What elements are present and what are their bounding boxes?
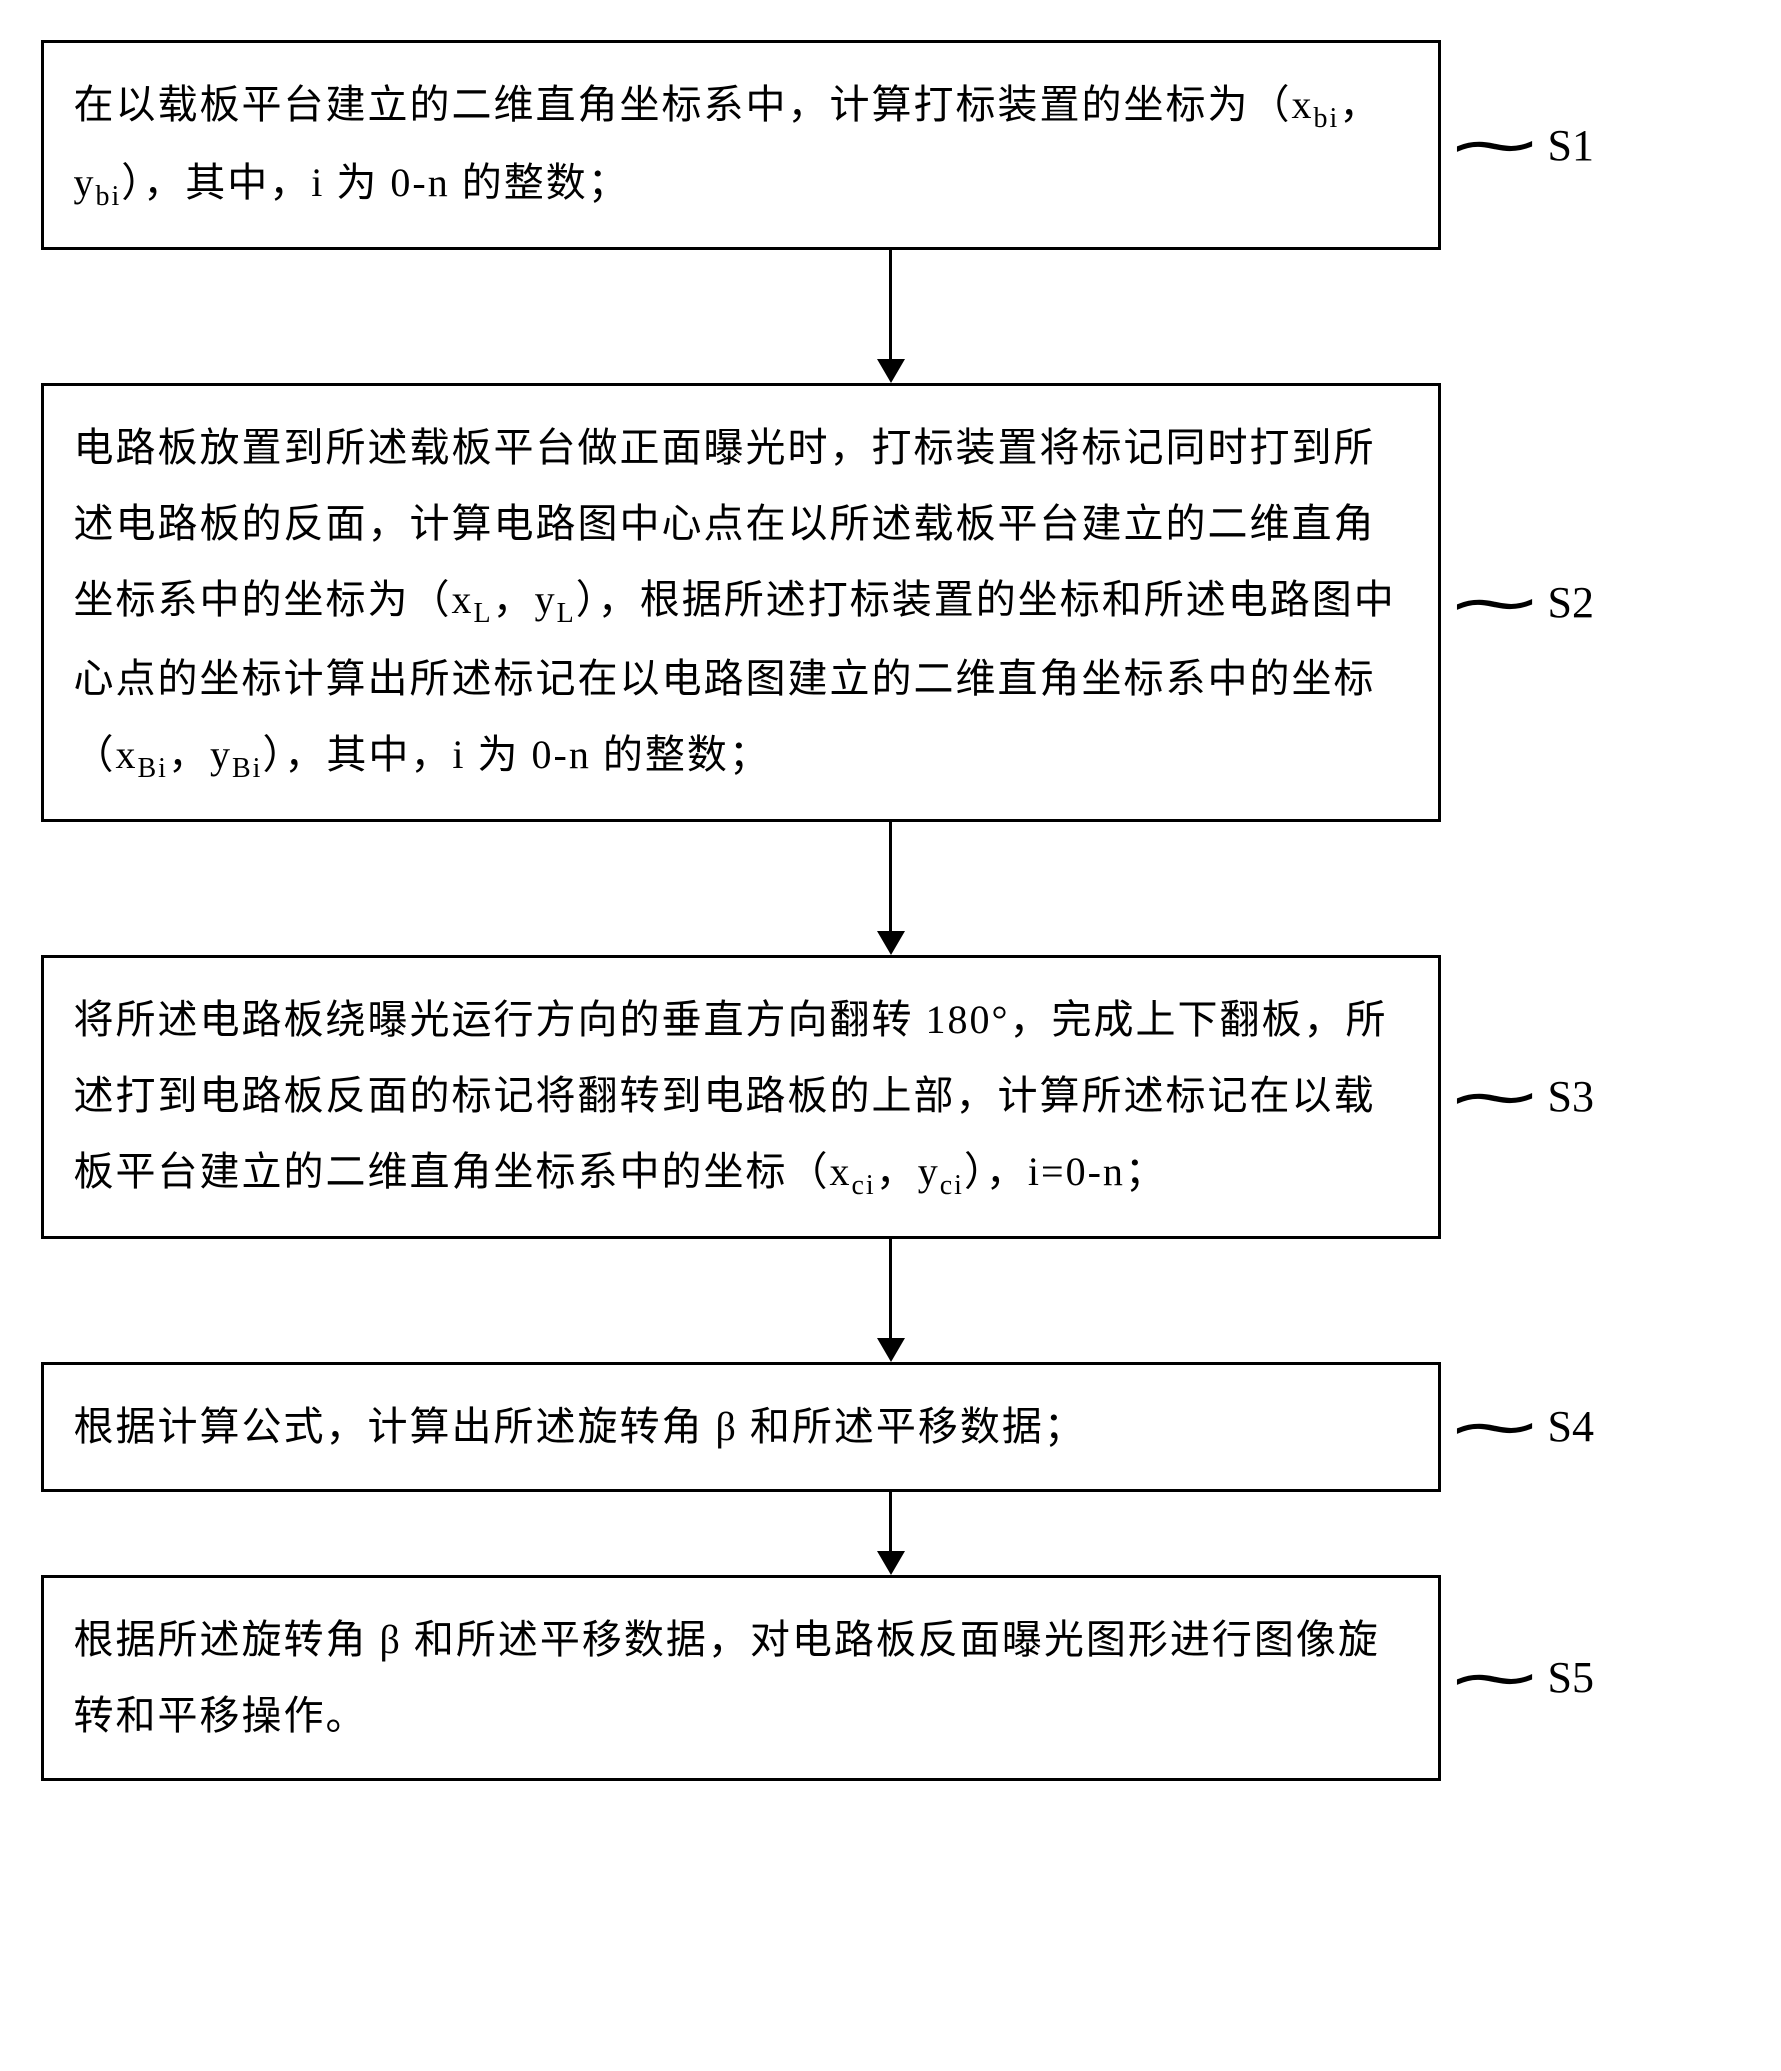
connector-tilde: ∼	[1444, 1646, 1545, 1710]
step-id-s4: S4	[1548, 1401, 1594, 1452]
flowchart-container: 在以载板平台建立的二维直角坐标系中，计算打标装置的坐标为（xbi，ybi），其中…	[41, 40, 1741, 1781]
step-id-s2: S2	[1548, 577, 1594, 628]
step-row: 根据所述旋转角 β 和所述平移数据，对电路板反面曝光图形进行图像旋转和平移操作。…	[41, 1575, 1741, 1781]
flow-arrow	[877, 822, 905, 955]
step-box-s1: 在以载板平台建立的二维直角坐标系中，计算打标装置的坐标为（xbi，ybi），其中…	[41, 40, 1441, 250]
step-row: 根据计算公式，计算出所述旋转角 β 和所述平移数据； ∼ S4	[41, 1362, 1741, 1492]
step-label-col: ∼ S1	[1461, 105, 1595, 185]
connector-tilde: ∼	[1444, 1065, 1545, 1129]
arrow-line	[889, 1492, 892, 1552]
step-label-col: ∼ S2	[1461, 563, 1595, 643]
step-id-s1: S1	[1548, 120, 1594, 171]
step-row: 将所述电路板绕曝光运行方向的垂直方向翻转 180°，完成上下翻板，所述打到电路板…	[41, 955, 1741, 1239]
step-box-s4: 根据计算公式，计算出所述旋转角 β 和所述平移数据；	[41, 1362, 1441, 1492]
step-label-col: ∼ S3	[1461, 1057, 1595, 1137]
arrow-line	[889, 822, 892, 932]
step-label-col: ∼ S4	[1461, 1387, 1595, 1467]
arrow-line	[889, 1239, 892, 1339]
step-box-s5: 根据所述旋转角 β 和所述平移数据，对电路板反面曝光图形进行图像旋转和平移操作。	[41, 1575, 1441, 1781]
arrow-head	[877, 1338, 905, 1362]
arrow-line	[889, 250, 892, 360]
step-row: 在以载板平台建立的二维直角坐标系中，计算打标装置的坐标为（xbi，ybi），其中…	[41, 40, 1741, 250]
flow-arrow	[877, 1492, 905, 1575]
arrow-head	[877, 931, 905, 955]
connector-tilde: ∼	[1444, 1395, 1545, 1459]
flow-arrow	[877, 250, 905, 383]
step-label-col: ∼ S5	[1461, 1638, 1595, 1718]
arrow-head	[877, 359, 905, 383]
step-id-s3: S3	[1548, 1071, 1594, 1122]
step-box-s3: 将所述电路板绕曝光运行方向的垂直方向翻转 180°，完成上下翻板，所述打到电路板…	[41, 955, 1441, 1239]
flow-arrow	[877, 1239, 905, 1362]
arrow-head	[877, 1551, 905, 1575]
step-box-s2: 电路板放置到所述载板平台做正面曝光时，打标装置将标记同时打到所述电路板的反面，计…	[41, 383, 1441, 821]
connector-tilde: ∼	[1444, 113, 1545, 177]
step-row: 电路板放置到所述载板平台做正面曝光时，打标装置将标记同时打到所述电路板的反面，计…	[41, 383, 1741, 821]
step-id-s5: S5	[1548, 1652, 1594, 1703]
connector-tilde: ∼	[1444, 571, 1545, 635]
